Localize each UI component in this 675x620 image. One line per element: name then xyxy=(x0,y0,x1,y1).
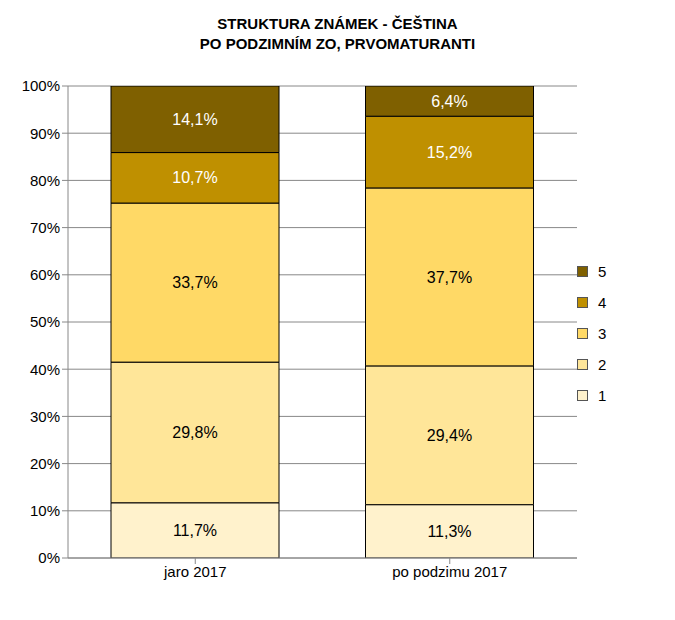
html-text:1: 1 xyxy=(598,386,607,404)
svg-text:11,7%: 11,7% xyxy=(173,522,217,539)
svg-text:15,2%: 15,2% xyxy=(427,144,472,161)
svg-text:14,1%: 14,1% xyxy=(172,111,217,128)
svg-text:6,4%: 6,4% xyxy=(431,93,467,110)
svg-text:30%: 30% xyxy=(30,408,60,425)
html-text:5: 5 xyxy=(598,262,607,280)
svg-text:60%: 60% xyxy=(30,266,60,283)
svg-text:37,7%: 37,7% xyxy=(427,269,472,286)
svg-text:70%: 70% xyxy=(30,219,60,236)
svg-text:33,7%: 33,7% xyxy=(172,274,217,291)
svg-text:29,4%: 29,4% xyxy=(427,427,472,444)
html-text:STRUKTURA ZNÁMEK - ČEŠTINA: STRUKTURA ZNÁMEK - ČEŠTINA xyxy=(217,15,458,32)
svg-text:80%: 80% xyxy=(30,172,60,189)
svg-text:0%: 0% xyxy=(38,549,60,566)
svg-text:jaro 2017: jaro 2017 xyxy=(163,563,227,580)
svg-text:40%: 40% xyxy=(30,361,60,378)
html-text:3: 3 xyxy=(598,324,607,342)
html-text:4: 4 xyxy=(598,293,607,311)
svg-text:29,8%: 29,8% xyxy=(172,424,217,441)
svg-text:10,7%: 10,7% xyxy=(172,169,217,186)
svg-text:50%: 50% xyxy=(30,313,60,330)
svg-text:90%: 90% xyxy=(30,125,60,142)
svg-text:11,3%: 11,3% xyxy=(427,523,471,540)
html-text:PO PODZIMNÍM ZO, PRVOMATURANTI: PO PODZIMNÍM ZO, PRVOMATURANTI xyxy=(199,35,476,52)
svg-text:10%: 10% xyxy=(30,502,60,519)
svg-text:po podzimu 2017: po podzimu 2017 xyxy=(392,563,507,580)
svg-text:20%: 20% xyxy=(30,455,60,472)
html-text:2: 2 xyxy=(598,355,607,373)
svg-text:100%: 100% xyxy=(22,77,60,94)
